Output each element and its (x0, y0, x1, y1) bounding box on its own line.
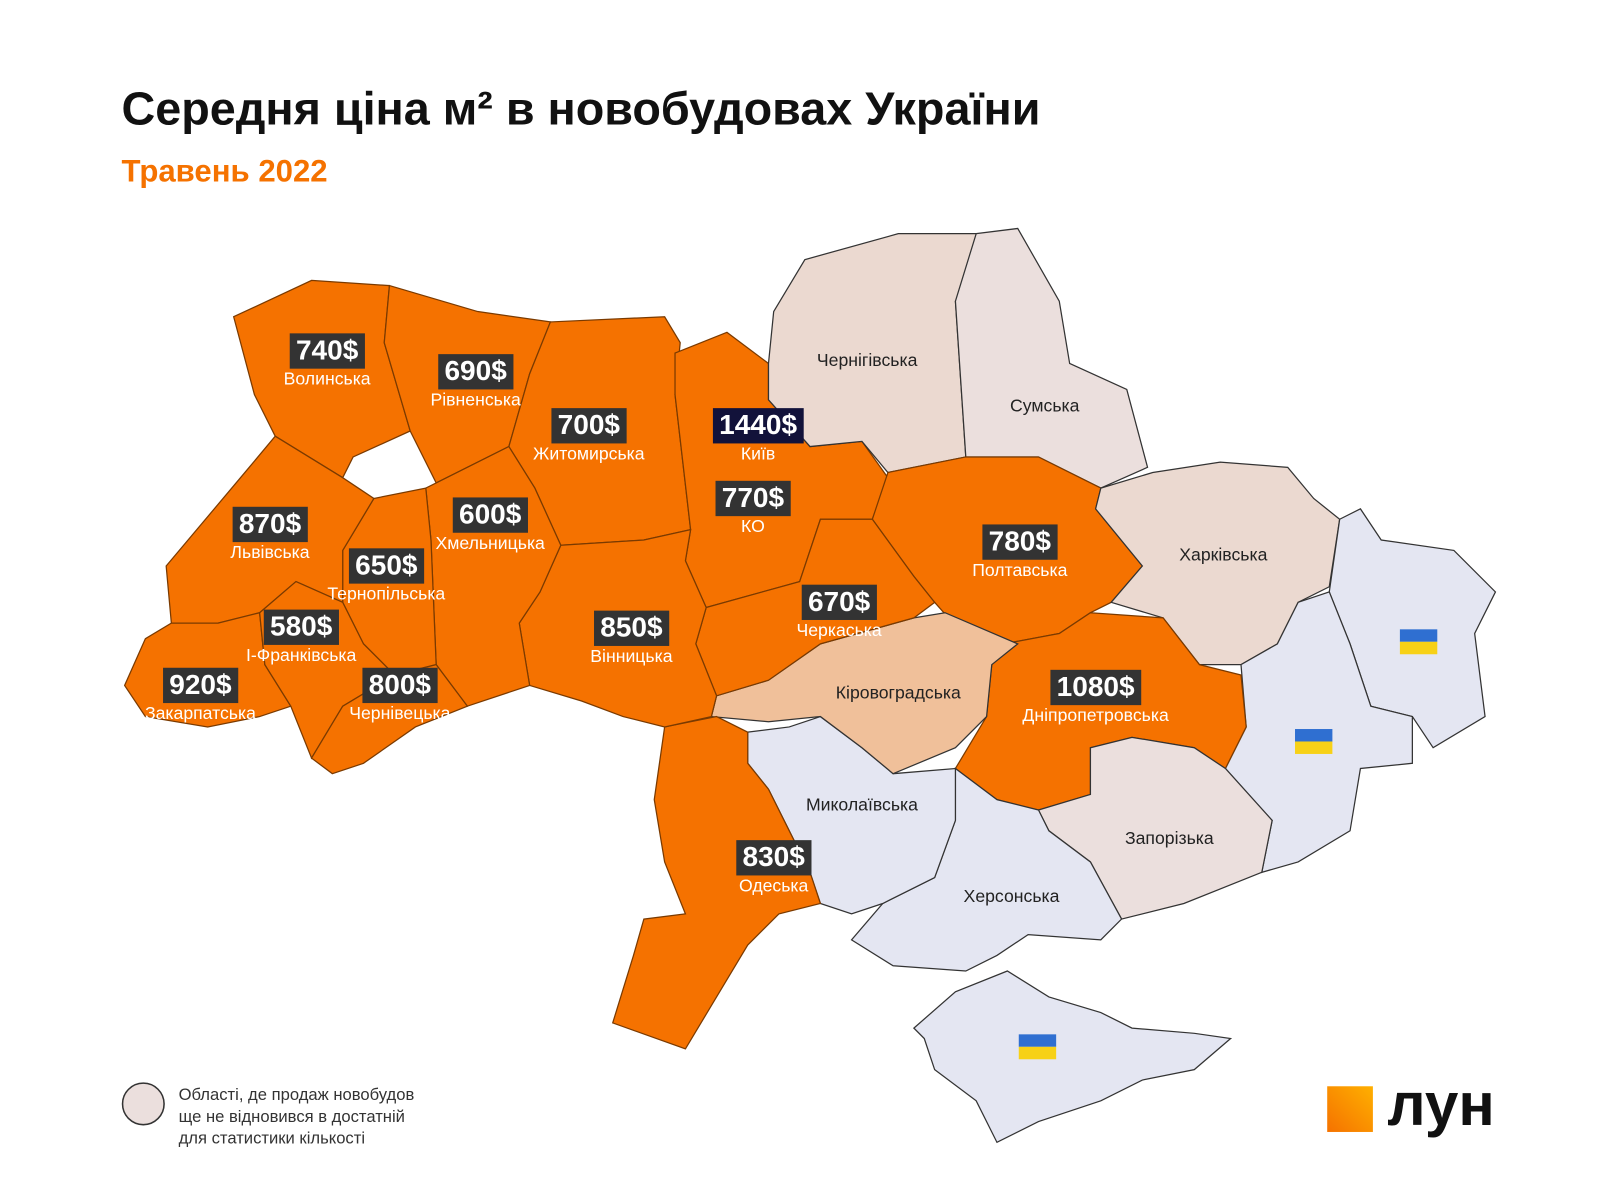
region-name: Тернопільська (327, 584, 445, 604)
region-name: КО (741, 516, 765, 536)
price-box (801, 584, 877, 620)
price-box (736, 840, 812, 876)
region-label: 800$ Чернівецька (349, 667, 451, 723)
legend-text: для статистики кількості (179, 1129, 365, 1148)
region-name: Житомирська (533, 444, 645, 464)
price-box (1050, 669, 1142, 706)
region-label: 740$ Волинська (284, 333, 371, 389)
price: 800$ (369, 669, 432, 700)
price: 600$ (459, 499, 522, 530)
price: 740$ (296, 334, 359, 365)
region-name: Кіровоградська (836, 682, 961, 702)
region (912, 970, 1233, 1144)
price-box (232, 506, 308, 543)
price-box (982, 524, 1058, 560)
region-name: Херсонська (964, 886, 1060, 906)
region-label: 770$ КО (715, 480, 791, 536)
price-box (263, 609, 339, 645)
price-box (289, 333, 365, 369)
price-box (712, 408, 804, 444)
region-name: Сумська (1010, 396, 1080, 416)
region-name: Харківська (1179, 544, 1267, 564)
flag (1295, 729, 1333, 754)
price: 670$ (808, 586, 871, 617)
price-box (594, 610, 670, 646)
region-label: 600$ Хмельницька (435, 497, 545, 553)
region-label: 870$ Львівська (230, 506, 310, 562)
price-box (715, 480, 791, 517)
region (232, 279, 411, 479)
region-name: Волинська (284, 369, 371, 389)
region-label: 920$ Закарпатська (145, 667, 256, 723)
price: 920$ (169, 669, 232, 700)
region-name: Закарпатська (145, 703, 256, 723)
price-box (551, 408, 627, 444)
region-label: 1440$ Київ (712, 408, 804, 464)
region-name: Запорізька (1125, 828, 1214, 848)
region-name: Чернівецька (349, 703, 450, 723)
region-label: 1080$ Дніпропетровська (1022, 669, 1169, 725)
price: 770$ (722, 482, 785, 513)
region-name: Полтавська (972, 560, 1067, 580)
price: 700$ (558, 409, 621, 440)
region-label: 830$ Одеська (736, 840, 812, 896)
region-name: І-Франківська (246, 645, 356, 665)
price-box (362, 667, 438, 704)
legend-text: ще не відновився в достатній (179, 1107, 405, 1126)
region (611, 715, 822, 1050)
region-name: Львівська (230, 542, 309, 562)
region-label: 850$ Вінницька (590, 610, 673, 666)
price: 1080$ (1057, 671, 1135, 702)
title: Середня ціна м² в новобудовах України (122, 83, 1041, 135)
subtitle: Травень 2022 (122, 154, 328, 189)
price: 1440$ (719, 409, 797, 440)
legend-swatch (121, 1082, 165, 1126)
region-name: Миколаївська (806, 795, 918, 815)
region-name: Рівненська (430, 390, 520, 410)
price: 650$ (355, 549, 418, 580)
legend-text: Області, де продаж новобудов (179, 1085, 415, 1104)
region-name: Чернігівська (817, 350, 918, 370)
flag (1018, 1034, 1057, 1060)
region-label: 690$ Рівненська (430, 354, 521, 410)
price: 850$ (600, 612, 663, 643)
flag (1399, 629, 1438, 655)
price-box (163, 667, 239, 704)
price: 870$ (239, 508, 302, 539)
logo-mark (1327, 1086, 1373, 1132)
region (954, 227, 1149, 489)
region-name: Черкаська (796, 620, 881, 640)
region-label: 580$ І-Франківська (246, 609, 356, 665)
region-name: Вінницька (590, 646, 672, 666)
region-name: Київ (741, 444, 775, 464)
region-name: Дніпропетровська (1022, 705, 1169, 725)
price: 830$ (743, 841, 806, 872)
map (123, 227, 1497, 1144)
region-name: Одеська (739, 876, 809, 896)
logo: лун (1387, 1070, 1494, 1138)
price: 580$ (270, 611, 333, 642)
region-name: Хмельницька (435, 533, 545, 553)
region-label: 780$ Полтавська (972, 524, 1068, 580)
price-box (452, 497, 528, 533)
region-label: 650$ Тернопільська (327, 548, 445, 604)
price: 690$ (444, 355, 507, 386)
region-label: 670$ Черкаська (796, 584, 882, 640)
price: 780$ (989, 526, 1052, 557)
region-label: 700$ Житомирська (533, 408, 645, 464)
price-box (438, 354, 514, 390)
price-box (348, 548, 425, 584)
